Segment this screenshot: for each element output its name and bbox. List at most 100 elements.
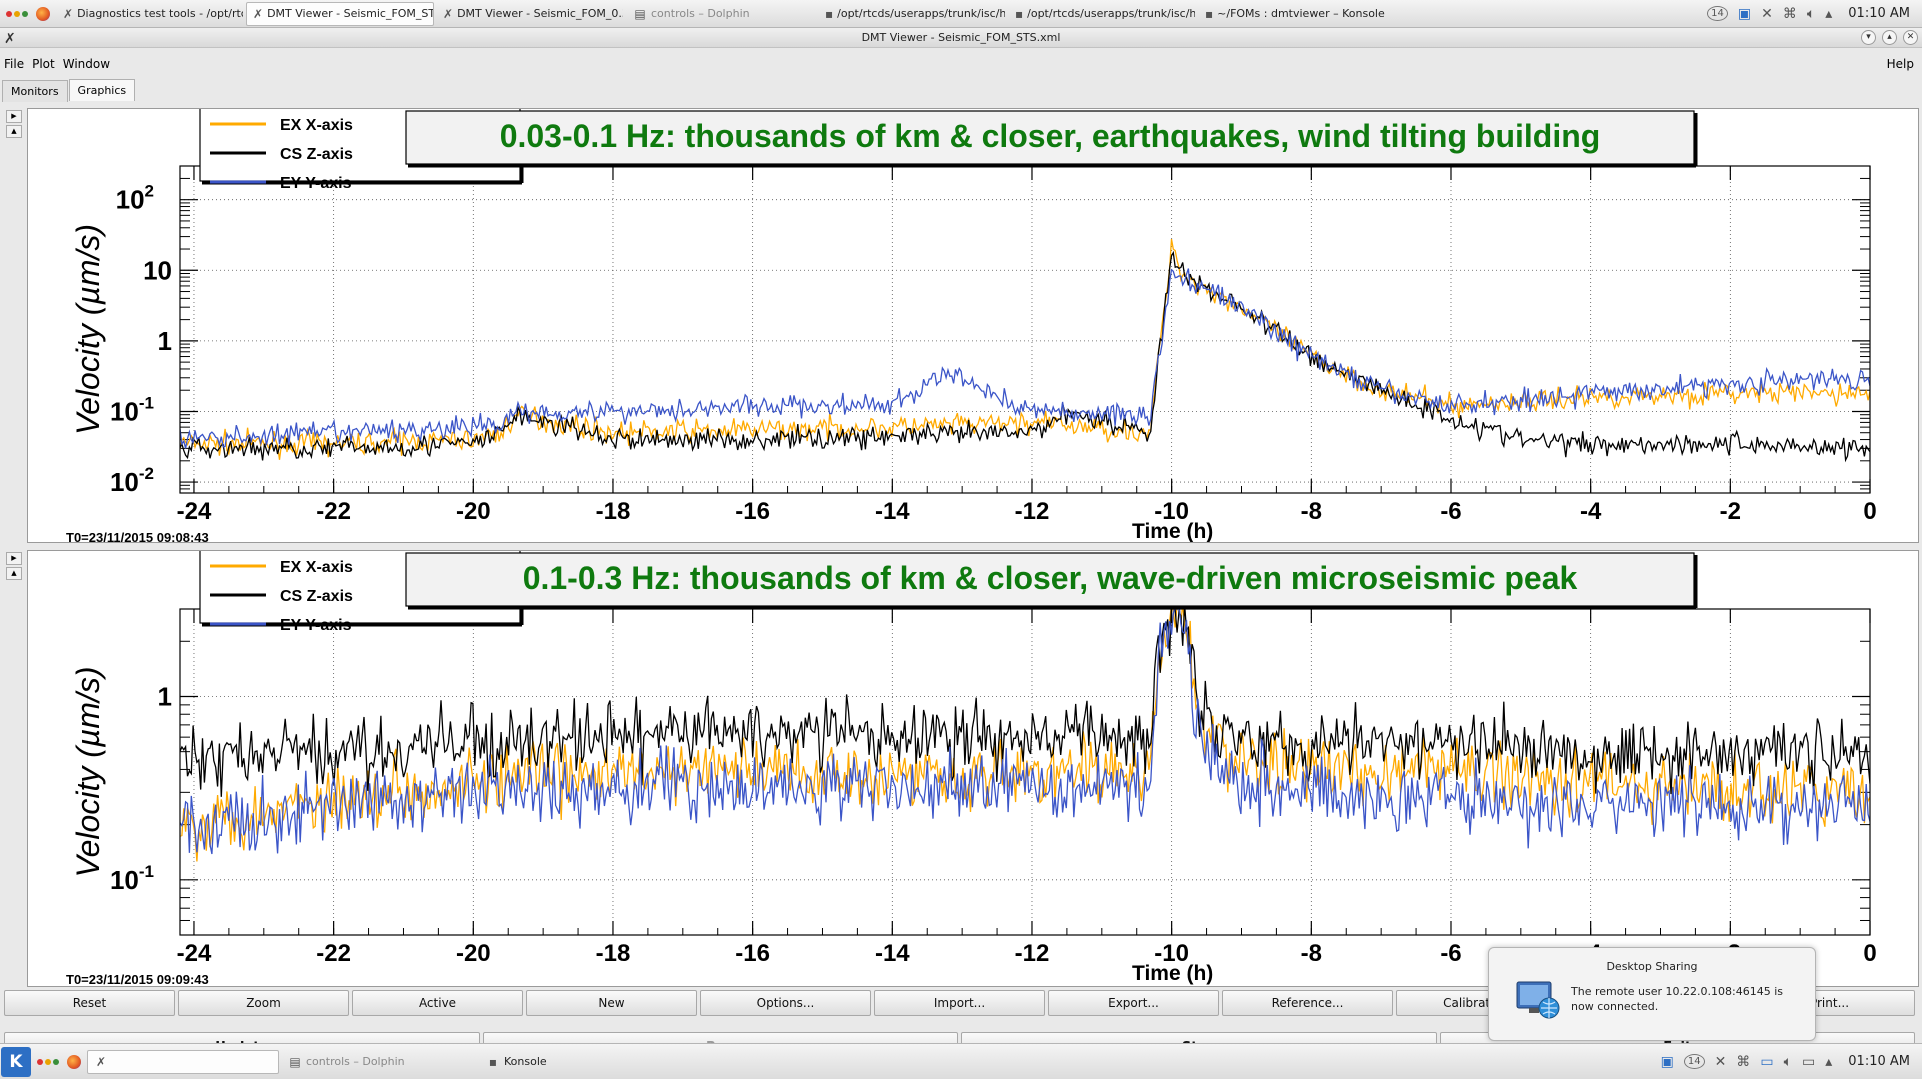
firefox-icon[interactable]	[67, 1054, 81, 1069]
plot-frame	[179, 165, 1871, 494]
plot-2-canvas[interactable]: -24-22-20-18-16-14-12-10-8-6-4-20110-1Ve…	[28, 551, 1918, 986]
control-button-export[interactable]: Export...	[1048, 990, 1219, 1016]
y-tick-label: 102	[116, 182, 154, 215]
menu-window[interactable]: Window	[62, 57, 111, 71]
taskbar-task-label: controls – Dolphin	[306, 1055, 405, 1068]
y-tick-base: 10	[143, 255, 172, 285]
y-tick-exponent: -1	[139, 862, 154, 881]
x-tick-label: 0	[1863, 498, 1876, 525]
menu-file[interactable]: File	[4, 57, 25, 71]
badge-icon[interactable]: 14	[1707, 6, 1728, 21]
expand-tray-icon[interactable]: ▴	[1825, 1053, 1833, 1070]
volume-icon[interactable]: 🔈︎	[1783, 1053, 1793, 1070]
x-tick-label: -10	[1154, 498, 1189, 525]
minimize-icon[interactable]: ▾	[1861, 30, 1876, 45]
maximize-icon[interactable]: ▴	[1882, 30, 1897, 45]
notification-body: The remote user 10.22.0.108:46145 is now…	[1571, 985, 1783, 1013]
taskbar-task[interactable]: ✗ DMT Viewer - Seismic_FOM_0.3-3	[436, 2, 624, 26]
tab-graphics[interactable]: Graphics	[68, 79, 136, 101]
taskbar-task[interactable]: ✗	[87, 1049, 279, 1074]
network-icon[interactable]: ⌘	[1782, 5, 1797, 22]
y-tick-base: 10	[110, 396, 139, 426]
x-tick-label: 0	[1863, 940, 1876, 967]
y-tick-exponent: -1	[139, 393, 154, 412]
collapse-up-icon[interactable]: ▲	[6, 125, 22, 138]
task-list: ✗ ▤ controls – Dolphin ▪ Konsole	[85, 1049, 675, 1074]
folder-icon: ▤	[634, 6, 646, 21]
run-button-stop[interactable]: Stop	[961, 1032, 1437, 1044]
taskbar-task[interactable]: ▪ ~/FOMs : dmtviewer – Konsole	[1198, 2, 1386, 26]
window-titlebar[interactable]: ✗ DMT Viewer - Seismic_FOM_STS.xml ▾ ▴ ✕	[0, 28, 1922, 48]
taskbar-task[interactable]: ▤ controls – Dolphin	[626, 2, 816, 26]
taskbar-task[interactable]: ▪/opt/rtcds/userapps/trunk/isc/h1	[1008, 2, 1196, 26]
app-x-icon: ✗	[95, 1054, 107, 1069]
series-line-ey-y-axis	[180, 609, 1870, 855]
control-button-active[interactable]: Active	[352, 990, 523, 1016]
app-x-icon[interactable]: ✗	[4, 31, 16, 47]
y-axis-title: Velocity (µm/s)	[70, 224, 106, 435]
y-tick-label: 10-1	[110, 862, 154, 895]
taskbar-task[interactable]: ▤ controls – Dolphin	[281, 1050, 477, 1074]
banner-box	[405, 110, 1695, 165]
x-tool-icon[interactable]: ✕	[1761, 5, 1773, 22]
taskbar-task[interactable]: ✗ Diagnostics test tools - /opt/rtcd	[56, 2, 244, 26]
y-tick-base: 1	[158, 681, 172, 711]
x-tick-label: -6	[1440, 940, 1461, 967]
app-x-icon: ✗	[63, 6, 74, 21]
pad1-arrows: ▶ ▲	[6, 110, 24, 140]
expand-right-icon[interactable]: ▶	[6, 552, 22, 565]
t0-label: T0=23/11/2015 09:08:43	[66, 530, 209, 542]
plot-pad-2[interactable]: -24-22-20-18-16-14-12-10-8-6-4-20110-1Ve…	[27, 550, 1919, 987]
tab-monitors[interactable]: Monitors	[2, 80, 68, 102]
y-tick-base: 10	[110, 467, 139, 497]
taskbar-task[interactable]: ✗ DMT Viewer - Seismic_FOM_STS.x	[246, 1, 434, 26]
desktop-sharing-icon[interactable]: ▣	[1660, 1053, 1674, 1070]
expand-tray-icon[interactable]: ▴	[1825, 5, 1833, 22]
terminal-icon: ▪	[825, 6, 834, 21]
desktop-sharing-icon[interactable]: ▣	[1737, 5, 1752, 22]
tab-bar: Monitors Graphics	[2, 79, 136, 102]
x-tick-label: -14	[875, 940, 910, 967]
plot-banner: 0.03-0.1 Hz: thousands of km & closer, e…	[405, 110, 1698, 168]
control-button-import[interactable]: Import...	[874, 990, 1045, 1016]
kde-menu-icon[interactable]: K	[1, 1046, 31, 1077]
plot-1-canvas[interactable]: -24 -22 -20 -18 -16 -14 -12 -10 -8 -6 -4 -2 01021011…	[28, 109, 1918, 542]
taskbar-task[interactable]: ▪ Konsole	[479, 1050, 675, 1074]
monitor-globe-icon	[1516, 981, 1560, 1019]
control-button-zoom[interactable]: Zoom	[178, 990, 349, 1016]
menu-plot[interactable]: Plot	[32, 57, 55, 71]
menu-help[interactable]: Help	[1886, 57, 1914, 71]
firefox-icon[interactable]	[36, 6, 50, 21]
clock[interactable]: 01:10 AM	[1848, 6, 1910, 21]
legend-label: EX X-axis	[280, 559, 353, 576]
banner-text: 0.03-0.1 Hz: thousands of km & closer, e…	[500, 118, 1601, 154]
taskbar-task-label: Diagnostics test tools - /opt/rtcd	[77, 7, 244, 20]
x-tick-label: -16	[735, 498, 770, 525]
control-button-reference[interactable]: Reference...	[1222, 990, 1393, 1016]
window-dots-icon[interactable]	[6, 10, 28, 17]
x-tool-icon[interactable]: ✕	[1714, 1053, 1727, 1070]
app-x-icon: ✗	[443, 6, 454, 21]
plot-pad-1[interactable]: -24 -22 -20 -18 -16 -14 -12 -10 -8 -6 -4 -2 0 102 10 1 1…	[27, 108, 1919, 543]
window-dots-icon[interactable]	[37, 1058, 59, 1065]
desktop-sharing-notification[interactable]: Desktop Sharing The remote user 10.22.0.…	[1488, 947, 1816, 1041]
control-button-new[interactable]: New	[526, 990, 697, 1016]
taskbar-task-label: /opt/rtcds/userapps/trunk/isc/h1	[837, 7, 1006, 20]
expand-right-icon[interactable]: ▶	[6, 110, 22, 123]
badge-icon[interactable]: 14	[1683, 1054, 1705, 1069]
display-icon[interactable]: ▭	[1760, 1053, 1774, 1070]
run-button-run[interactable]: Run	[482, 1032, 958, 1044]
collapse-up-icon[interactable]: ▲	[6, 567, 22, 580]
task-list: ✗ Diagnostics test tools - /opt/rtcd ✗ DMT …	[54, 1, 1386, 26]
chat-icon[interactable]: ▭	[1802, 1053, 1816, 1070]
close-icon[interactable]: ✕	[1903, 30, 1918, 45]
clock[interactable]: 01:10 AM	[1848, 1054, 1910, 1069]
run-button-update[interactable]: Update	[4, 1032, 480, 1044]
network-icon[interactable]: ⌘	[1736, 1053, 1751, 1070]
top-taskbar: ✗ Diagnostics test tools - /opt/rtcd ✗ DMT …	[0, 0, 1922, 28]
taskbar-task[interactable]: ▪/opt/rtcds/userapps/trunk/isc/h1	[818, 2, 1006, 26]
y-tick-label: 1	[158, 326, 172, 356]
control-button-options[interactable]: Options...	[700, 990, 871, 1016]
control-button-reset[interactable]: Reset	[4, 990, 175, 1016]
volume-icon[interactable]: 🔈︎	[1806, 5, 1816, 22]
